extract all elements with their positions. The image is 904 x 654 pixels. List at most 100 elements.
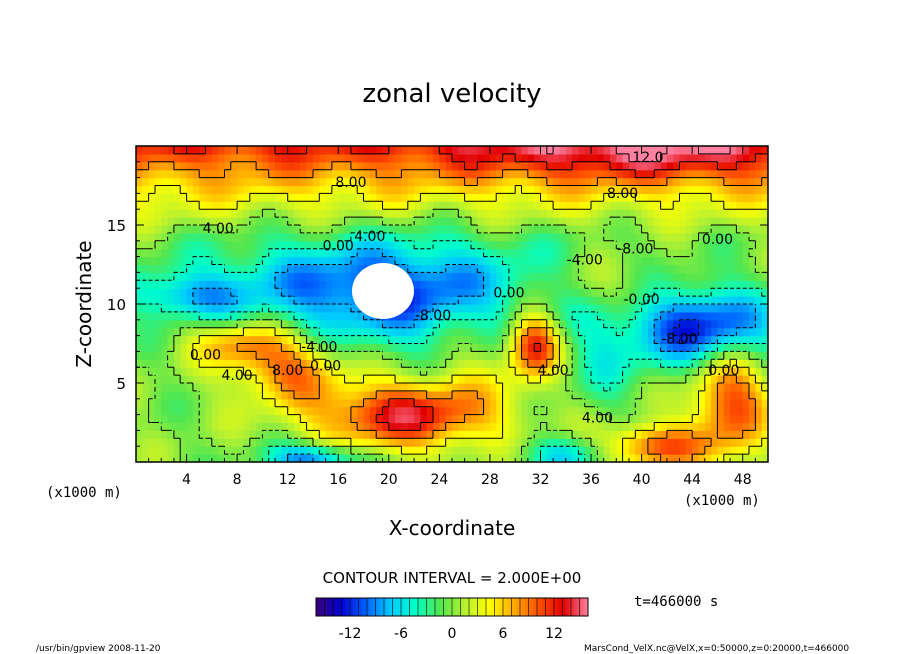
heatmap-cell [553, 225, 561, 234]
heatmap-cell [186, 161, 194, 171]
heatmap-cell [761, 272, 768, 281]
heatmap-cell [281, 335, 289, 345]
heatmap-cell [445, 359, 453, 368]
heatmap-cell [433, 225, 440, 234]
heatmap-cell [553, 351, 561, 360]
heatmap-cell [262, 146, 270, 155]
heatmap-cell [553, 359, 561, 368]
heatmap-cell [483, 367, 491, 376]
heatmap-cell [496, 406, 504, 416]
heatmap-cell [685, 153, 693, 163]
heatmap-cell [407, 398, 415, 408]
heatmap-cell [610, 232, 617, 242]
heatmap-cell [534, 406, 542, 416]
heatmap-cell [224, 146, 232, 155]
heatmap-cell [148, 248, 156, 258]
heatmap-cell [540, 232, 548, 242]
heatmap-cell [344, 264, 352, 273]
heatmap-cell [711, 193, 719, 202]
heatmap-cell [256, 146, 263, 155]
heatmap-cell [698, 296, 706, 305]
heatmap-cell [666, 390, 674, 400]
heatmap-cell [281, 264, 289, 273]
heatmap-cell [136, 343, 143, 352]
heatmap-cell [294, 422, 301, 431]
heatmap-cell [205, 454, 213, 462]
heatmap-cell [616, 272, 624, 281]
heatmap-cell [167, 201, 175, 210]
heatmap-cell [199, 311, 207, 321]
heatmap-cell [578, 327, 586, 337]
heatmap-cell [180, 351, 188, 360]
heatmap-cell [173, 422, 181, 431]
heatmap-cell [369, 161, 377, 171]
heatmap-cell [496, 146, 504, 155]
heatmap-cell [736, 240, 744, 250]
heatmap-cell [666, 446, 674, 455]
heatmap-cell [730, 375, 737, 384]
contour-label: -8.00 [415, 308, 451, 324]
heatmap-cell [679, 256, 687, 266]
heatmap-cell [559, 209, 567, 218]
heatmap-cell [654, 248, 662, 258]
heatmap-cell [603, 398, 611, 408]
heatmap-cell [173, 209, 181, 218]
heatmap-cell [584, 430, 592, 439]
heatmap-cell [167, 146, 175, 155]
heatmap-cell [154, 288, 162, 297]
heatmap-cell [742, 280, 750, 289]
heatmap-cell [502, 438, 510, 447]
heatmap-cell [508, 327, 516, 337]
heatmap-cell [673, 390, 681, 400]
heatmap-cell [420, 422, 428, 431]
heatmap-cell [407, 153, 415, 163]
heatmap-cell [534, 319, 542, 329]
heatmap-cell [350, 193, 358, 202]
heatmap-cell [136, 153, 143, 163]
heatmap-cell [426, 280, 434, 289]
heatmap-cell [338, 311, 346, 321]
heatmap-cell [496, 390, 504, 400]
heatmap-cell [331, 383, 339, 392]
heatmap-cell [401, 383, 409, 392]
heatmap-cell [685, 193, 693, 202]
heatmap-cell [458, 232, 466, 242]
heatmap-cell [704, 383, 712, 392]
heatmap-cell [704, 296, 712, 305]
heatmap-cell [243, 343, 251, 352]
heatmap-cell [603, 272, 611, 281]
heatmap-cell [300, 232, 308, 242]
heatmap-cell [717, 288, 725, 297]
heatmap-cell [420, 248, 428, 258]
heatmap-cell [186, 304, 194, 313]
heatmap-cell [306, 304, 314, 313]
heatmap-cell [730, 367, 737, 376]
heatmap-cell [211, 288, 219, 297]
heatmap-cell [173, 280, 181, 289]
heatmap-cell [300, 264, 308, 273]
heatmap-cell [205, 153, 213, 163]
heatmap-cell [515, 296, 523, 305]
heatmap-cell [224, 367, 232, 376]
heatmap-cell [262, 398, 270, 408]
heatmap-cell [401, 256, 409, 266]
heatmap-cell [395, 153, 403, 163]
heatmap-cell [553, 272, 561, 281]
heatmap-cell [161, 169, 169, 179]
heatmap-cell [654, 304, 662, 313]
heatmap-cell [414, 343, 421, 352]
heatmap-cell [350, 169, 358, 179]
heatmap-cell [268, 240, 276, 250]
heatmap-cell [521, 375, 529, 384]
heatmap-cell [312, 311, 320, 321]
heatmap-cell [584, 343, 592, 352]
heatmap-cell [489, 225, 497, 234]
heatmap-cell [243, 288, 251, 297]
heatmap-cell [186, 454, 194, 462]
heatmap-cell [641, 383, 649, 392]
heatmap-cell [711, 296, 719, 305]
heatmap-cell [692, 185, 700, 194]
heatmap-cell [553, 185, 561, 194]
heatmap-cell [660, 414, 668, 424]
heatmap-cell [470, 248, 478, 258]
